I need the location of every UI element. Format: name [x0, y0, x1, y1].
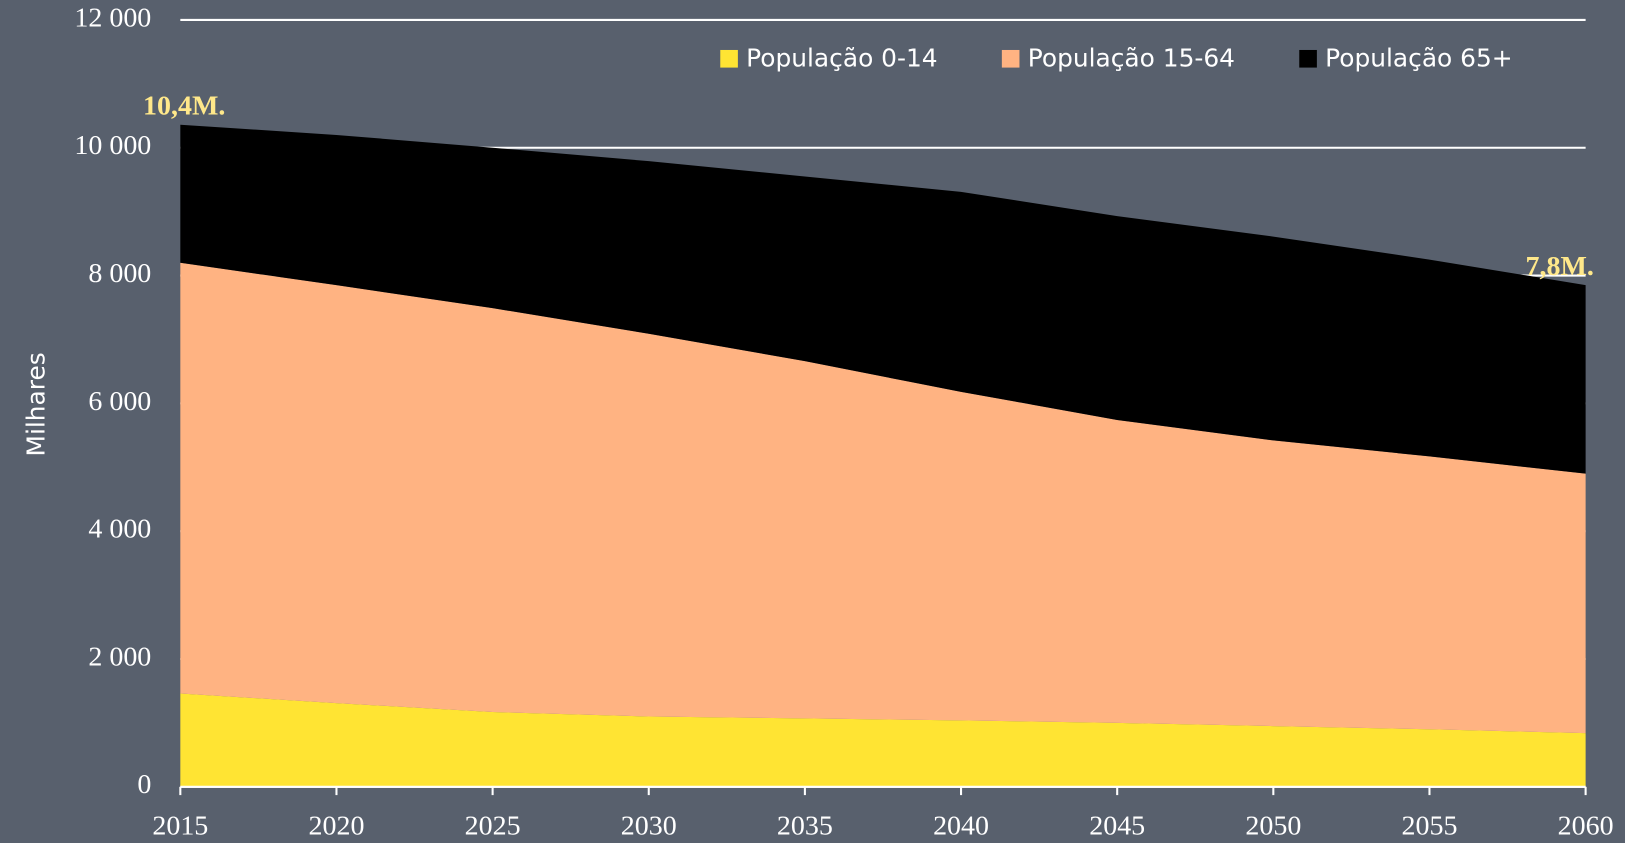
x-tick-label: 2045: [1089, 811, 1145, 842]
y-tick-label: 2 000: [88, 641, 151, 672]
legend-item: População 0-14: [720, 43, 938, 72]
y-axis-label: Milhares: [21, 352, 50, 456]
x-tick-label: 2035: [777, 811, 833, 842]
annotation: 10,4M.: [143, 91, 225, 122]
foreground: 0 2 000 4 000 6 000 8 000 10 000 12 000 2015 202…: [74, 2, 1613, 841]
legend-item: População 65+: [1299, 43, 1513, 72]
y-tick-label: 4 000: [88, 514, 151, 545]
y-tick-label: 10 000: [74, 130, 151, 161]
y-tick-label: 0: [137, 769, 151, 800]
area: [180, 262, 1586, 734]
legend-swatch: [1299, 49, 1317, 68]
x-tick-label: 2050: [1245, 811, 1301, 842]
area: [180, 693, 1586, 787]
y-tick-label: 12 000: [74, 2, 151, 33]
x-tick-label: 2020: [309, 811, 365, 842]
x-tick-label: 2030: [621, 811, 677, 842]
legend-item: População 15-64: [1001, 43, 1235, 72]
areas: [180, 124, 1586, 787]
legend-label: População 0-14: [746, 43, 937, 72]
legend-swatch: [720, 49, 738, 68]
x-tick-label: 2055: [1402, 811, 1458, 842]
x-tick-label: 2060: [1558, 811, 1614, 842]
x-tick-label: 2025: [465, 811, 521, 842]
legend-swatch: [1001, 49, 1020, 68]
y-tick-label: 8 000: [88, 258, 151, 289]
annotation: 7,8M.: [1526, 251, 1594, 282]
x-tick-label: 2040: [933, 811, 989, 842]
y-tick-label: 6 000: [88, 386, 151, 417]
area: [180, 124, 1586, 474]
legend-label: População 15-64: [1028, 43, 1235, 72]
legend-label: População 65+: [1325, 43, 1512, 72]
x-tick-label: 2015: [152, 811, 208, 842]
